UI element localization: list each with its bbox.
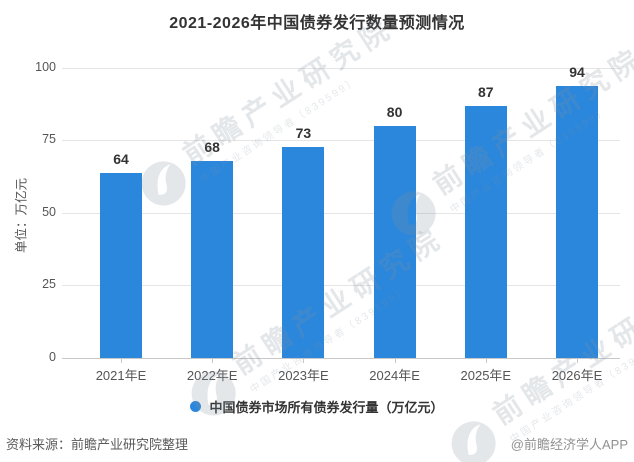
bar-value-label: 73 xyxy=(295,124,312,141)
x-tick-label: 2021年E xyxy=(95,368,147,383)
axis-tick xyxy=(577,358,578,363)
bar[interactable] xyxy=(373,125,416,358)
bar[interactable] xyxy=(464,105,507,358)
x-tick-label: 2026年E xyxy=(551,368,603,383)
y-tick-label: 25 xyxy=(42,277,56,292)
axis-tick xyxy=(394,358,396,363)
x-tick-label: 2024年E xyxy=(369,368,420,383)
gridline xyxy=(62,140,620,142)
bar[interactable] xyxy=(282,146,325,358)
gridline xyxy=(62,285,620,287)
x-tick-label: 2023年E xyxy=(278,368,329,383)
gridline xyxy=(62,212,620,214)
chart-title: 2021-2026年中国债券发行数量预测情况 xyxy=(169,15,465,32)
y-tick-label: 75 xyxy=(42,132,56,147)
bar-value-label: 64 xyxy=(113,150,129,167)
bar-value-label: 68 xyxy=(204,138,220,155)
brand-credit: @前瞻经济学人APP xyxy=(510,437,628,452)
watermark-logo-icon xyxy=(451,421,496,462)
bar-value-label: 87 xyxy=(478,83,494,100)
bar[interactable] xyxy=(191,160,234,358)
gridline xyxy=(62,68,620,69)
axis-tick xyxy=(485,358,487,363)
legend: 中国债券市场所有债券发行量（万亿元） xyxy=(0,397,634,415)
bar-value-label: 80 xyxy=(386,103,403,120)
y-tick-label: 100 xyxy=(35,60,56,74)
source-note: 资料来源：前瞻产业研究院整理 xyxy=(6,437,189,452)
axis-tick xyxy=(212,358,214,363)
legend-swatch-icon[interactable] xyxy=(190,400,202,412)
bar-value-label: 94 xyxy=(569,63,585,80)
y-tick-label: 50 xyxy=(42,204,56,219)
axis-tick xyxy=(121,358,122,363)
x-axis-line xyxy=(62,357,620,359)
axis-tick xyxy=(303,358,305,363)
x-tick-label: 2025年E xyxy=(460,368,512,383)
bar[interactable] xyxy=(100,172,142,358)
legend-label[interactable]: 中国债券市场所有债券发行量（万亿元） xyxy=(209,399,444,415)
y-tick-label: 0 xyxy=(49,349,56,364)
bar[interactable] xyxy=(556,85,598,358)
x-tick-label: 2022年E xyxy=(186,368,238,383)
